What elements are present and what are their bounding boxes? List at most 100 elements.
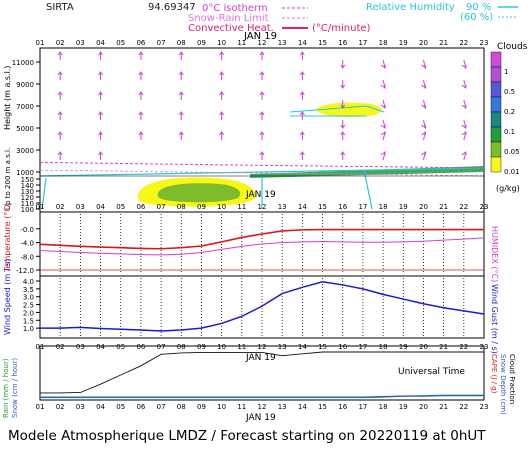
hour-tick-label: 03: [76, 203, 85, 211]
hour-tick-label: 17: [358, 403, 367, 411]
wind-arrowhead: [421, 64, 426, 69]
wind-arrows: [57, 51, 467, 161]
hour-tick-label: 14: [298, 403, 307, 411]
wind-arrowhead: [421, 84, 426, 89]
cloud-colorbar: 1 0.5 0.2 0.1 0.05 0.01: [490, 51, 520, 176]
wind-arrowhead: [259, 51, 265, 56]
hour-tick-label: 06: [136, 343, 145, 351]
hour-tick-label: 06: [136, 403, 145, 411]
hour-tick-label: 04: [96, 39, 105, 47]
axis-labels: 1000300050007000900011000100110120130140…: [2, 59, 516, 418]
universal-time-label: Universal Time: [398, 367, 465, 377]
hour-tick-label: 05: [116, 203, 125, 211]
hour-tick-label: 20: [419, 403, 428, 411]
hour-tick-label: 10: [217, 203, 226, 211]
wind-arrowhead: [57, 71, 63, 76]
hour-tick-label: 12: [258, 343, 267, 351]
hour-tick-label: 20: [419, 203, 428, 211]
hour-tick-label: 09: [197, 343, 206, 351]
hour-tick-label: 11: [237, 403, 246, 411]
legend-rh-60: (60 %): [460, 12, 493, 23]
height-tick-low-label: 120: [21, 194, 34, 202]
hour-tick-label: 03: [76, 39, 85, 47]
hour-tick-label: 16: [338, 203, 347, 211]
hour-tick-label: 19: [399, 39, 408, 47]
wind-arrowhead: [299, 151, 305, 156]
temp-tick-label: -12.0: [16, 267, 34, 275]
height-tick-low-label: 100: [21, 206, 34, 214]
hour-tick-label: 09: [197, 403, 206, 411]
colorbar-tick-label: 1: [504, 68, 508, 76]
hour-tick-label: 08: [177, 39, 186, 47]
wind-arrowhead: [340, 151, 346, 156]
wind-arrowhead: [219, 131, 225, 136]
wind-arrowhead: [98, 111, 103, 116]
wind-arrowhead: [299, 111, 305, 116]
hour-tick-label: 23: [480, 403, 489, 411]
wind-arrowhead: [340, 104, 346, 109]
wind-axis-label: Wind Speed (m / s): [3, 259, 12, 335]
hour-tick-label: 05: [116, 39, 125, 47]
hour-tick-label: 13: [278, 39, 287, 47]
legend-isotherm-label: 0°C isotherm: [202, 3, 268, 14]
colorbar-tick-label: 0.01: [504, 168, 520, 176]
legend-convective-label: Convective Heat.: [188, 23, 274, 34]
colorbar-tick-label: 0.5: [504, 88, 515, 96]
hour-tick-label: 18: [379, 39, 388, 47]
colorbar-tick-label: 0.05: [504, 148, 520, 156]
isotherm-line: [40, 162, 485, 177]
snow-depth-axis-label: Snow Depth (cm): [499, 354, 507, 415]
wind-arrowhead: [299, 71, 305, 76]
wind-arrowhead: [98, 51, 103, 56]
hour-tick-label: 18: [379, 403, 388, 411]
hour-tick-label: 18: [379, 203, 388, 211]
height-tick-low-label: 140: [21, 182, 34, 190]
wind-arrowhead: [178, 91, 184, 96]
hour-tick-label: 23: [480, 203, 489, 211]
hour-tick-label: 03: [76, 343, 85, 351]
hour-tick-label: 15: [318, 203, 327, 211]
hour-tick-label: 05: [116, 343, 125, 351]
hour-tick-label: 13: [278, 343, 287, 351]
wind-arrowhead: [219, 71, 225, 76]
top-date-label: JAN 19: [243, 31, 277, 42]
wind-arrowhead: [178, 111, 184, 116]
height-tick-low-label: 110: [21, 200, 34, 208]
hour-tick-label: 16: [338, 39, 347, 47]
hour-tick-label: 19: [399, 403, 408, 411]
bottom-date-label: JAN 19: [245, 413, 276, 423]
hour-tick-label: 10: [217, 343, 226, 351]
hour-tick-label: 08: [177, 203, 186, 211]
hour-tick-label: 17: [358, 343, 367, 351]
wind-tick-label: 3.5: [23, 286, 34, 294]
wind-arrowhead: [421, 124, 426, 129]
colorbar-swatch: [490, 96, 502, 113]
height-tick-label: 3000: [16, 147, 34, 155]
colorbar-tick-label: 0.2: [504, 108, 515, 116]
hour-tick-label: 19: [399, 343, 408, 351]
cloud-fraction-axis-label: Cloud Fraction: [508, 354, 516, 404]
legend-rh-90: 90 %: [466, 2, 491, 13]
wind-arrowhead: [138, 71, 144, 76]
legend-rh-label: Relative Humidity: [366, 2, 455, 13]
height-tick-label: 1000: [16, 169, 34, 177]
wind-arrowhead: [461, 131, 467, 136]
wind-arrowhead: [259, 111, 265, 116]
cape-axis-label: CAPE (J / g): [490, 354, 498, 394]
cloud-date-label: JAN 19: [245, 190, 276, 200]
hour-tick-label: 14: [298, 39, 307, 47]
hour-tick-label: 02: [56, 203, 65, 211]
hour-tick-label: 22: [459, 203, 468, 211]
wind-arrowhead: [57, 151, 63, 156]
hour-tick-label: 18: [379, 343, 388, 351]
hour-tick-label: 23: [480, 343, 489, 351]
rh-contour-low: [39, 167, 485, 177]
wind-arrowhead: [340, 131, 346, 136]
hour-tick-label: 01: [36, 39, 45, 47]
humidex-axis-label: HUMIDEX (°C): [490, 226, 499, 282]
temperature-axis-label: Temperature (°C): [3, 203, 12, 273]
precip-series: [40, 395, 484, 398]
wind-arrowhead: [259, 151, 265, 156]
wind-arrowhead: [340, 124, 346, 129]
height-axis-label: Height (m a.s.l.): [3, 66, 12, 131]
